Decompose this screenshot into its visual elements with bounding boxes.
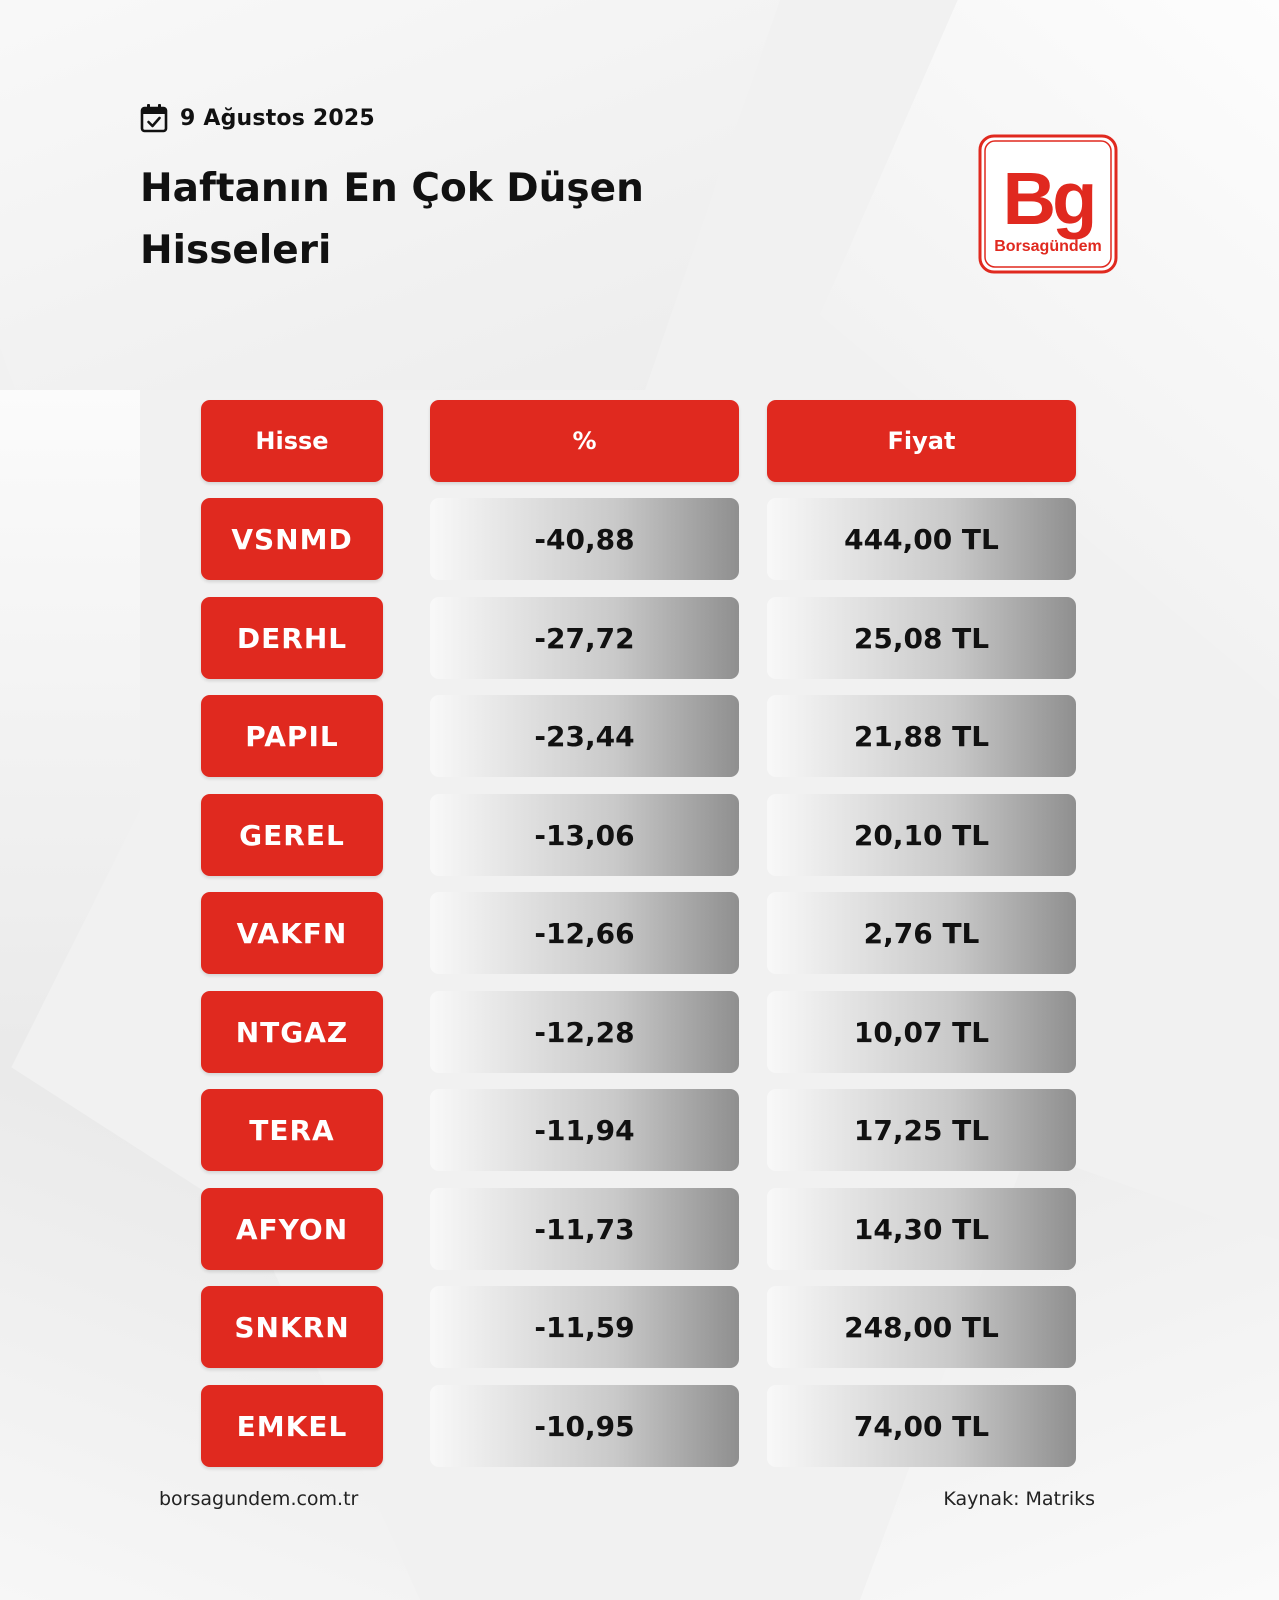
background-shape	[0, 390, 140, 1090]
change-percent: -12,66	[430, 892, 739, 974]
calendar-icon	[140, 104, 168, 133]
stock-price: 74,00 TL	[767, 1385, 1076, 1467]
stock-symbol: TERA	[201, 1089, 383, 1171]
website-label: borsagundem.com.tr	[159, 1488, 359, 1510]
change-percent: -11,94	[430, 1089, 739, 1171]
date-label: 9 Ağustos 2025	[180, 105, 375, 131]
stock-symbol: AFYON	[201, 1188, 383, 1270]
stock-symbol: NTGAZ	[201, 991, 383, 1073]
stock-price: 10,07 TL	[767, 991, 1076, 1073]
svg-text:Bg: Bg	[1003, 157, 1094, 240]
stock-symbol: DERHL	[201, 597, 383, 679]
date-row: 9 Ağustos 2025	[140, 103, 375, 133]
change-percent: -11,59	[430, 1286, 739, 1368]
change-percent: -10,95	[430, 1385, 739, 1467]
column-header-price: Fiyat	[767, 400, 1076, 482]
stock-price: 248,00 TL	[767, 1286, 1076, 1368]
column-header-symbol: Hisse	[201, 400, 383, 482]
stock-symbol: PAPIL	[201, 695, 383, 777]
background-shape	[820, 0, 1279, 700]
change-percent: -40,88	[430, 498, 739, 580]
change-percent: -11,73	[430, 1188, 739, 1270]
change-percent: -12,28	[430, 991, 739, 1073]
stock-price: 2,76 TL	[767, 892, 1076, 974]
stock-symbol: SNKRN	[201, 1286, 383, 1368]
stock-symbol: VSNMD	[201, 498, 383, 580]
stock-symbol: EMKEL	[201, 1385, 383, 1467]
stock-price: 444,00 TL	[767, 498, 1076, 580]
stock-price: 17,25 TL	[767, 1089, 1076, 1171]
stock-price: 25,08 TL	[767, 597, 1076, 679]
change-percent: -27,72	[430, 597, 739, 679]
stock-price: 14,30 TL	[767, 1188, 1076, 1270]
svg-text:Borsagündem: Borsagündem	[994, 238, 1102, 255]
stock-price: 20,10 TL	[767, 794, 1076, 876]
source-label: Kaynak: Matriks	[943, 1488, 1095, 1510]
change-percent: -13,06	[430, 794, 739, 876]
stock-price: 21,88 TL	[767, 695, 1076, 777]
column-header-change: %	[430, 400, 739, 482]
background-shape	[0, 0, 780, 390]
stock-symbol: GEREL	[201, 794, 383, 876]
brand-logo: Bg Borsagündem	[978, 134, 1118, 274]
change-percent: -23,44	[430, 695, 739, 777]
page-title: Haftanın En Çok Düşen Hisseleri	[140, 166, 644, 273]
stock-symbol: VAKFN	[201, 892, 383, 974]
